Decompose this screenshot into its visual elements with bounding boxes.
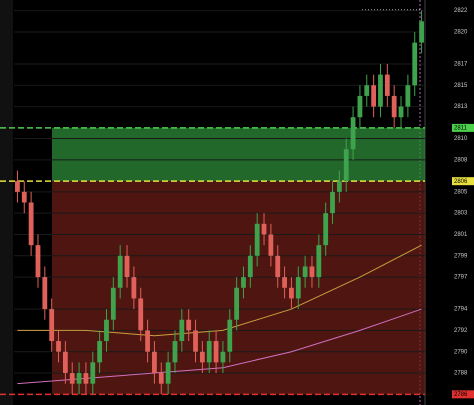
candle-body xyxy=(371,85,377,107)
candle-body xyxy=(21,191,27,203)
candle-body xyxy=(15,181,20,192)
candle-body xyxy=(398,106,404,118)
candle-body xyxy=(302,266,308,278)
candle-body xyxy=(179,319,185,342)
candle-body xyxy=(186,319,192,331)
level-tag xyxy=(452,123,474,132)
candle-body xyxy=(220,351,226,363)
candle-body xyxy=(124,255,130,278)
y-tick-label: 2803 xyxy=(454,211,468,217)
candle-body xyxy=(206,341,212,363)
y-tick-label: 2822 xyxy=(454,8,468,14)
candle-body xyxy=(247,255,253,278)
candle-body xyxy=(28,202,34,246)
candle-body xyxy=(275,255,281,278)
level-tag xyxy=(452,177,474,186)
candle-body xyxy=(412,42,418,86)
candle-body xyxy=(295,277,301,299)
y-tick-label: 2799 xyxy=(454,253,468,259)
candle-body xyxy=(268,234,274,256)
candle-body xyxy=(49,309,55,342)
candle-body xyxy=(90,362,96,384)
candle-body xyxy=(165,362,171,384)
candle-body xyxy=(241,277,246,288)
candle-body xyxy=(419,21,424,43)
candle-body xyxy=(138,298,144,331)
candle-body xyxy=(350,117,356,150)
candle-body xyxy=(227,319,233,352)
y-tick-label: 2810 xyxy=(454,136,468,142)
level-tag-label: 2806 xyxy=(454,179,468,185)
candle-body xyxy=(378,74,383,107)
candle-body xyxy=(56,341,61,352)
level-tag-label: 2811 xyxy=(454,125,468,131)
level-tag-label: 2786 xyxy=(454,392,468,398)
candle-body xyxy=(309,266,315,278)
y-tick-label: 2794 xyxy=(454,307,468,313)
candle-body xyxy=(405,85,411,107)
candle-body xyxy=(62,351,68,374)
moving-average xyxy=(17,244,422,337)
y-tick-label: 2813 xyxy=(454,104,468,110)
y-tick-label: 2808 xyxy=(454,157,468,163)
y-tick-label: 2817 xyxy=(454,62,468,68)
y-tick-label: 2815 xyxy=(454,83,468,89)
candle-body xyxy=(384,74,390,96)
candle-body xyxy=(316,245,322,278)
y-tick-label: 2788 xyxy=(454,371,468,377)
candle-body xyxy=(110,287,116,320)
candle-body xyxy=(343,149,349,182)
candle-body xyxy=(97,341,103,363)
candle-body xyxy=(158,373,164,384)
candle-body xyxy=(69,373,75,384)
candle-body xyxy=(289,287,294,299)
candle-body xyxy=(330,191,335,214)
candle-body xyxy=(172,341,178,363)
candle-body xyxy=(193,330,198,352)
candle-body xyxy=(76,373,82,384)
candle-body xyxy=(323,213,329,246)
candle-body xyxy=(152,351,157,374)
left-panel xyxy=(0,0,13,405)
candle-body xyxy=(282,277,287,288)
candle-body xyxy=(261,223,267,235)
level-tag xyxy=(452,390,474,399)
y-tick-label: 2820 xyxy=(454,30,468,36)
y-tick-label: 2792 xyxy=(454,328,468,334)
candle-body xyxy=(364,85,370,96)
candle-body xyxy=(213,341,219,363)
candle-body xyxy=(35,245,41,278)
candle-body xyxy=(117,255,123,288)
candle-body xyxy=(83,373,89,384)
candle-body xyxy=(391,95,397,118)
candle-body xyxy=(145,330,150,352)
candle-body xyxy=(199,351,205,363)
candle-body xyxy=(131,277,137,299)
candle-body xyxy=(42,277,48,310)
y-tick-label: 2805 xyxy=(454,189,468,195)
y-tick-label: 2797 xyxy=(454,275,468,281)
candle-body xyxy=(254,223,260,256)
zone xyxy=(52,127,425,182)
y-tick-label: 2790 xyxy=(454,349,468,355)
candle-body xyxy=(357,95,363,118)
candle-body xyxy=(336,181,342,192)
candle-body xyxy=(104,319,109,342)
candle-body xyxy=(234,287,240,320)
y-tick-label: 2801 xyxy=(454,232,468,238)
